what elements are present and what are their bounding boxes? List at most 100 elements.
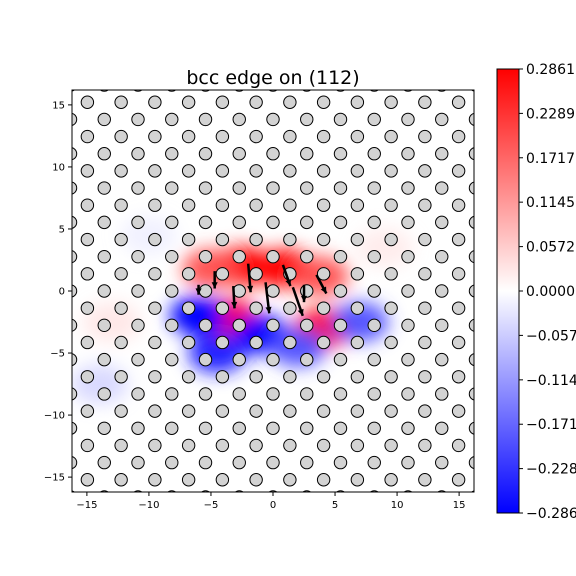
atom	[468, 112, 474, 126]
atom	[215, 232, 230, 247]
atom	[165, 112, 179, 127]
x-tick-label: −5	[204, 500, 219, 511]
atom	[266, 249, 280, 264]
chart-title: bcc edge on (112)	[186, 67, 359, 89]
atom	[401, 147, 415, 161]
x-tick-label: 15	[453, 500, 466, 511]
atom	[181, 95, 196, 109]
atom	[316, 438, 331, 453]
y-tick-label: 5	[59, 224, 65, 235]
atom	[300, 421, 314, 435]
atom	[72, 181, 78, 195]
colorbar-tick-label: 0.2289	[526, 106, 575, 122]
atom	[249, 438, 263, 453]
atom	[99, 490, 109, 492]
atom	[468, 147, 474, 161]
atom	[283, 301, 297, 315]
atom	[350, 335, 365, 350]
atom	[80, 232, 95, 247]
atom	[165, 249, 179, 264]
atom	[333, 112, 348, 127]
atom	[198, 181, 213, 195]
y-tick-label: 0	[59, 287, 65, 298]
displacement-arrow	[281, 264, 292, 287]
atom	[198, 387, 213, 401]
atom	[350, 438, 365, 453]
atom	[131, 215, 145, 230]
atom	[418, 438, 432, 453]
atom	[350, 95, 365, 109]
atom	[350, 232, 365, 247]
atom	[435, 112, 449, 127]
atom	[316, 95, 331, 109]
atom	[401, 249, 415, 264]
atom	[451, 95, 466, 109]
atom	[80, 164, 95, 178]
atom	[249, 129, 263, 144]
atom	[418, 95, 432, 109]
atom	[131, 352, 145, 367]
atom	[114, 404, 128, 418]
atom	[181, 335, 196, 350]
atom	[215, 267, 230, 281]
atom	[369, 490, 379, 492]
y-tick-label: 10	[52, 162, 65, 173]
atom	[114, 198, 128, 212]
atom	[266, 147, 280, 161]
atom	[300, 387, 314, 401]
atom	[418, 473, 432, 487]
atom	[283, 198, 297, 212]
atom	[114, 232, 128, 247]
atom	[165, 318, 179, 333]
atom	[468, 387, 474, 401]
atom	[232, 318, 246, 333]
atom	[198, 421, 213, 435]
atom	[367, 455, 381, 470]
atom	[418, 404, 432, 418]
atom	[148, 335, 162, 350]
atom	[97, 284, 111, 298]
atom	[435, 215, 449, 230]
x-axis: −15 −10 −5 0 5 10 15	[76, 492, 465, 511]
atom	[114, 473, 128, 487]
atom	[316, 404, 331, 418]
atom	[451, 129, 466, 144]
atom	[232, 249, 246, 264]
atom	[266, 112, 280, 127]
atom	[367, 215, 381, 230]
atom	[283, 335, 297, 350]
atom	[437, 490, 447, 492]
atom	[384, 164, 398, 178]
atom	[165, 387, 179, 401]
atom	[283, 438, 297, 453]
atom	[333, 249, 348, 264]
atom	[435, 181, 449, 195]
atom	[316, 267, 331, 281]
atom	[181, 164, 196, 178]
atom	[148, 129, 162, 144]
atom	[367, 181, 381, 195]
atom	[215, 473, 230, 487]
atom	[80, 198, 95, 212]
atom	[300, 284, 314, 298]
atom	[401, 181, 415, 195]
atom	[418, 164, 432, 178]
atom	[384, 438, 398, 453]
atom	[232, 112, 246, 127]
y-tick-label: −5	[50, 349, 65, 360]
atom	[403, 490, 413, 492]
atom	[131, 387, 145, 401]
atom	[232, 181, 246, 195]
atom	[418, 232, 432, 247]
colorbar-tick-label: −0.0572	[526, 328, 576, 344]
atom	[435, 455, 449, 470]
displacement-arrow	[264, 282, 272, 314]
atom	[384, 129, 398, 144]
atom	[232, 387, 246, 401]
atom	[300, 249, 314, 264]
atom	[401, 215, 415, 230]
atom	[403, 90, 413, 92]
atom	[148, 301, 162, 315]
atom	[367, 387, 381, 401]
atom	[249, 335, 263, 350]
